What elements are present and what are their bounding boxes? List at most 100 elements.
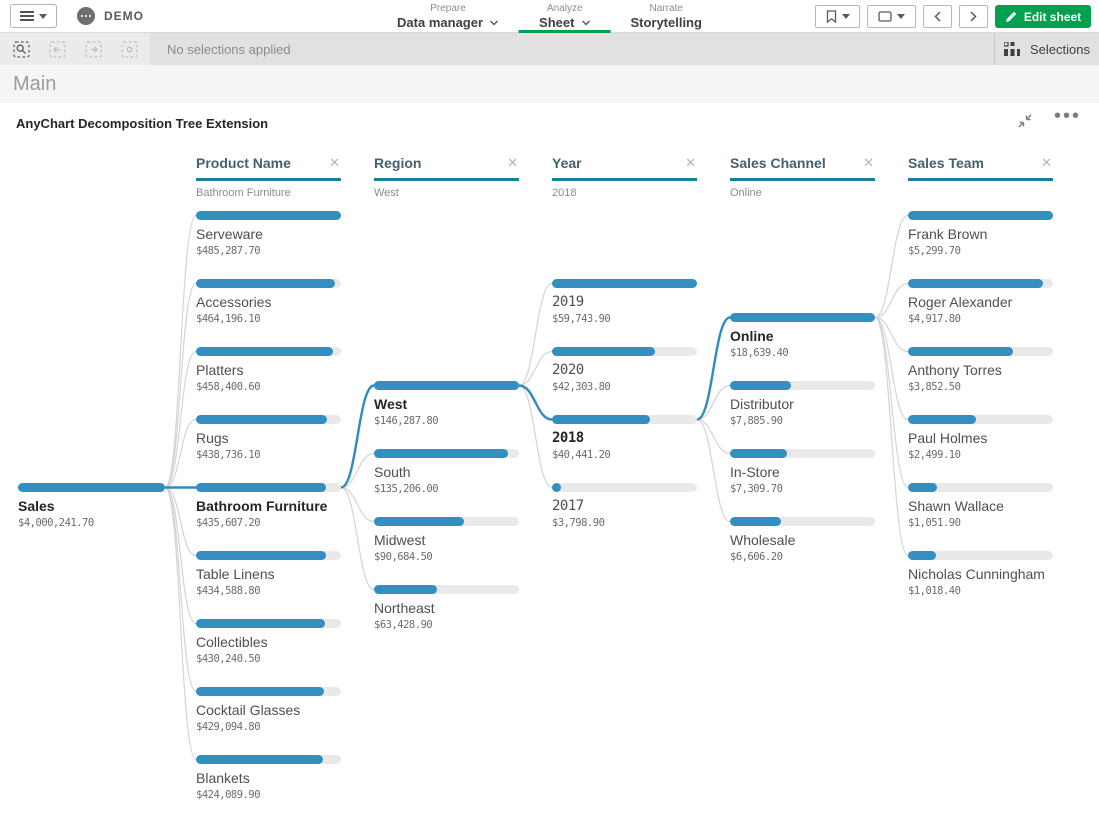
node-label: Platters <box>196 362 244 378</box>
tree-node-roger-alexander[interactable]: Roger Alexander $4,917.80 <box>908 279 1053 325</box>
node-value: $458,400.60 <box>196 381 261 393</box>
node-bar[interactable] <box>196 687 341 696</box>
node-bar[interactable] <box>196 619 341 628</box>
edit-sheet-label: Edit sheet <box>1023 9 1082 24</box>
tree-node-cocktail-glasses[interactable]: Cocktail Glasses $429,094.80 <box>196 687 341 733</box>
more-options-icon[interactable]: ••• <box>1053 105 1081 127</box>
node-bar[interactable] <box>908 551 1053 560</box>
node-bar[interactable] <box>374 449 519 458</box>
step-back-button[interactable] <box>41 36 74 62</box>
tree-node-west[interactable]: West $146,287.80 <box>374 381 519 427</box>
tree-node-rugs[interactable]: Rugs $438,736.10 <box>196 415 341 461</box>
tree-node-serveware[interactable]: Serveware $485,287.70 <box>196 211 341 257</box>
demo-logo-icon <box>77 7 95 25</box>
node-value: $430,240.50 <box>196 653 261 665</box>
node-label: Blankets <box>196 770 250 786</box>
node-bar[interactable] <box>196 755 341 764</box>
close-icon[interactable]: ✕ <box>863 155 874 170</box>
node-bar[interactable] <box>196 415 341 424</box>
tree-node-in-store[interactable]: In-Store $7,309.70 <box>730 449 875 495</box>
tree-node-midwest[interactable]: Midwest $90,684.50 <box>374 517 519 563</box>
tree-node-bathroom-furniture[interactable]: Bathroom Furniture $435,607.20 <box>196 483 341 529</box>
node-bar[interactable] <box>196 551 341 560</box>
nav-prepare-data-manager[interactable]: Prepare Data manager <box>377 0 519 33</box>
column-field-label: Year ✕ <box>552 155 697 181</box>
nav-narrate-storytelling[interactable]: Narrate Storytelling <box>610 0 722 33</box>
tree-node-2020[interactable]: 2020 $42,303.80 <box>552 347 697 393</box>
selections-tool-button[interactable]: Selections <box>994 33 1099 65</box>
decomposition-tree: Sales $4,000,241.70 Product Name ✕ Bathroom … <box>0 103 1099 831</box>
sheets-button[interactable] <box>867 5 916 28</box>
close-icon[interactable]: ✕ <box>329 155 340 170</box>
node-value: $6,606.20 <box>730 551 783 563</box>
tree-node-table-linens[interactable]: Table Linens $434,588.80 <box>196 551 341 597</box>
node-bar-fill <box>730 449 787 458</box>
column-field-label: Product Name ✕ <box>196 155 341 181</box>
node-label: Nicholas Cunningham <box>908 566 1045 582</box>
node-bar[interactable] <box>908 211 1053 220</box>
node-bar[interactable] <box>730 517 875 526</box>
node-bar[interactable] <box>552 347 697 356</box>
node-bar[interactable] <box>730 381 875 390</box>
node-bar[interactable] <box>908 415 1053 424</box>
node-bar[interactable] <box>374 381 519 390</box>
close-icon[interactable]: ✕ <box>507 155 518 170</box>
node-value: $434,588.80 <box>196 585 261 597</box>
node-bar[interactable] <box>552 483 697 492</box>
node-label: Sales <box>18 498 55 514</box>
smart-search-button[interactable] <box>5 36 38 62</box>
tree-node-distributor[interactable]: Distributor $7,885.90 <box>730 381 875 427</box>
node-bar[interactable] <box>730 449 875 458</box>
tree-node-south[interactable]: South $135,206.00 <box>374 449 519 495</box>
node-bar[interactable] <box>730 313 875 322</box>
node-label: Distributor <box>730 396 794 412</box>
node-label: Anthony Torres <box>908 362 1002 378</box>
column-header-year: Year ✕ 2018 <box>552 155 697 199</box>
tree-node-northeast[interactable]: Northeast $63,428.90 <box>374 585 519 631</box>
next-sheet-button[interactable] <box>959 5 988 28</box>
tree-node-wholesale[interactable]: Wholesale $6,606.20 <box>730 517 875 563</box>
nav-analyze-sheet[interactable]: Analyze Sheet <box>519 0 611 33</box>
tree-node-frank-brown[interactable]: Frank Brown $5,299.70 <box>908 211 1053 257</box>
tree-node-accessories[interactable]: Accessories $464,196.10 <box>196 279 341 325</box>
bookmarks-button[interactable] <box>815 5 860 28</box>
close-icon[interactable]: ✕ <box>1041 155 1052 170</box>
tree-node-blankets[interactable]: Blankets $424,089.90 <box>196 755 341 801</box>
node-bar[interactable] <box>908 347 1053 356</box>
node-bar[interactable] <box>908 483 1053 492</box>
node-bar[interactable] <box>196 347 341 356</box>
step-forward-button[interactable] <box>77 36 110 62</box>
tree-node-nicholas-cunningham[interactable]: Nicholas Cunningham $1,018.40 <box>908 551 1053 597</box>
edit-sheet-button[interactable]: Edit sheet <box>995 5 1091 28</box>
tree-node-shawn-wallace[interactable]: Shawn Wallace $1,051.90 <box>908 483 1053 529</box>
tree-node-paul-holmes[interactable]: Paul Holmes $2,499.10 <box>908 415 1053 461</box>
column-selected-value: 2018 <box>552 187 577 199</box>
node-bar[interactable] <box>374 517 519 526</box>
tree-node-online[interactable]: Online $18,639.40 <box>730 313 875 359</box>
tree-node-anthony-torres[interactable]: Anthony Torres $3,852.50 <box>908 347 1053 393</box>
clear-selections-button[interactable] <box>113 36 146 62</box>
close-icon[interactable]: ✕ <box>685 155 696 170</box>
node-bar[interactable] <box>196 279 341 288</box>
tree-node-collectibles[interactable]: Collectibles $430,240.50 <box>196 619 341 665</box>
node-bar-fill <box>374 585 437 594</box>
node-bar[interactable] <box>908 279 1053 288</box>
node-bar[interactable] <box>552 415 697 424</box>
node-bar[interactable] <box>374 585 519 594</box>
tree-node-2017[interactable]: 2017 $3,798.90 <box>552 483 697 529</box>
global-menu-button[interactable] <box>10 4 57 28</box>
node-label: 2018 <box>552 430 584 446</box>
previous-sheet-button[interactable] <box>923 5 952 28</box>
tree-node-sales[interactable]: Sales $4,000,241.70 <box>18 483 165 529</box>
node-bar[interactable] <box>552 279 697 288</box>
node-bar[interactable] <box>196 211 341 220</box>
nav-main-label: Storytelling <box>630 15 702 30</box>
tree-node-2018[interactable]: 2018 $40,441.20 <box>552 415 697 461</box>
chevron-down-icon <box>39 13 47 19</box>
node-bar[interactable] <box>18 483 165 492</box>
tree-node-2019[interactable]: 2019 $59,743.90 <box>552 279 697 325</box>
node-label: Cocktail Glasses <box>196 702 301 718</box>
tree-node-platters[interactable]: Platters $458,400.60 <box>196 347 341 393</box>
collapse-icon[interactable] <box>1017 113 1033 129</box>
node-bar[interactable] <box>196 483 341 492</box>
